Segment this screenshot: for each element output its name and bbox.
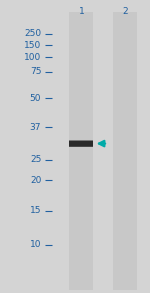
Text: 10: 10 xyxy=(30,240,41,249)
Bar xyxy=(69,12,93,290)
Bar xyxy=(69,140,93,147)
Text: 75: 75 xyxy=(30,67,41,76)
Text: 15: 15 xyxy=(30,207,41,215)
Text: 25: 25 xyxy=(30,155,41,164)
Text: 2: 2 xyxy=(122,7,128,16)
Text: 250: 250 xyxy=(24,29,41,38)
Bar xyxy=(69,141,93,146)
Text: 1: 1 xyxy=(79,7,85,16)
Text: 150: 150 xyxy=(24,41,41,50)
Bar xyxy=(112,12,136,290)
Bar xyxy=(69,141,93,146)
Bar xyxy=(69,141,93,146)
Text: 37: 37 xyxy=(30,123,41,132)
Text: 20: 20 xyxy=(30,176,41,185)
Text: 50: 50 xyxy=(30,94,41,103)
Text: 100: 100 xyxy=(24,53,41,62)
Bar xyxy=(69,141,93,146)
